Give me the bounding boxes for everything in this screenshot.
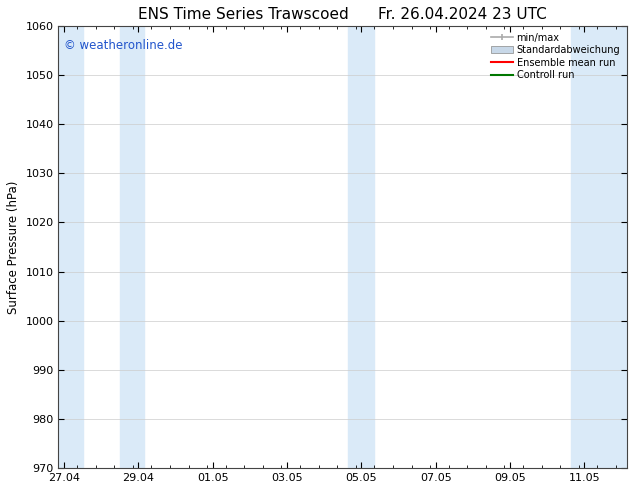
Text: © weatheronline.de: © weatheronline.de	[64, 39, 183, 52]
Y-axis label: Surface Pressure (hPa): Surface Pressure (hPa)	[7, 180, 20, 314]
Bar	[120, 26, 144, 468]
Title: ENS Time Series Trawscoed      Fr. 26.04.2024 23 UTC: ENS Time Series Trawscoed Fr. 26.04.2024…	[138, 7, 547, 22]
Bar	[58, 26, 82, 468]
Bar	[348, 26, 374, 468]
Legend: min/max, Standardabweichung, Ensemble mean run, Controll run: min/max, Standardabweichung, Ensemble me…	[488, 29, 624, 84]
Bar	[571, 26, 627, 468]
